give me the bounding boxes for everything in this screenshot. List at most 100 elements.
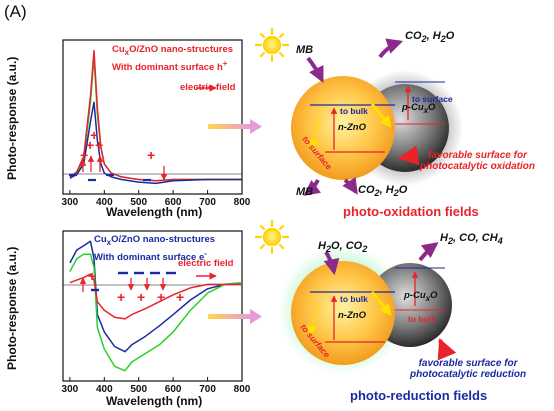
plus-marker: + bbox=[88, 268, 96, 284]
panel-label: (A) bbox=[4, 2, 27, 21]
reactant-in-arrow-icon bbox=[323, 250, 340, 276]
plus-marker: + bbox=[90, 127, 98, 143]
x-tick-label: 600 bbox=[165, 384, 182, 395]
formula-sub: 2 bbox=[325, 244, 332, 255]
to-surface-label: to surface bbox=[412, 94, 453, 104]
transfer-arrow-icon bbox=[370, 291, 392, 316]
mb-label: MB bbox=[296, 186, 314, 198]
sun-icon bbox=[254, 27, 290, 63]
chart-top-charge-markers: + + + + + bbox=[69, 84, 217, 182]
formula-part: , H bbox=[379, 184, 394, 196]
diagram-bottom bbox=[279, 242, 457, 374]
product-out-arrow-icon bbox=[378, 38, 404, 59]
favorable-line: favorable surface for bbox=[418, 358, 518, 369]
plus-marker: + bbox=[80, 147, 88, 163]
formula-sub: x bbox=[425, 293, 431, 303]
plus-marker: + bbox=[147, 147, 155, 163]
formula-part: H bbox=[440, 232, 448, 244]
x-tick-label: 700 bbox=[199, 197, 216, 208]
favorable-line: photocatalytic oxidation bbox=[420, 161, 536, 172]
zno-particle bbox=[291, 261, 395, 365]
plus-marker: + bbox=[117, 289, 125, 305]
chart-bottom-xlabel: Wavelength (nm) bbox=[106, 394, 203, 408]
formula-sub: 2 bbox=[362, 244, 368, 255]
favorable-arrow-icon bbox=[398, 145, 420, 166]
x-tick-label: 800 bbox=[234, 384, 251, 395]
chart-bottom-legend: CuxO/ZnO nano-structures With dominant s… bbox=[94, 234, 215, 263]
n-zno-label: n-ZnO bbox=[338, 310, 366, 321]
favorable-line: favorable surface for bbox=[428, 150, 527, 161]
plus-marker: + bbox=[86, 137, 94, 153]
gradient-arrow-icon bbox=[208, 119, 262, 134]
x-tick-label: 500 bbox=[130, 197, 147, 208]
x-tick-label: 700 bbox=[199, 384, 216, 395]
co2-h2o-label: CO2, H2O bbox=[405, 30, 454, 44]
gradient-arrow-icon bbox=[208, 309, 262, 324]
plus-marker: + bbox=[137, 289, 145, 305]
to-bulk-label: to bulk bbox=[340, 294, 368, 304]
sun-icon bbox=[254, 219, 290, 255]
formula-part: , CO, CH bbox=[453, 232, 498, 244]
chart-top-ylabel: Photo-response (a.u.) bbox=[5, 56, 19, 180]
legend-sub: x bbox=[106, 237, 112, 247]
x-tick-label: 300 bbox=[62, 197, 79, 208]
n-zno-label: n-ZnO bbox=[338, 122, 366, 133]
legend-line1: Cu bbox=[112, 44, 125, 55]
legend-sup: + bbox=[222, 58, 228, 68]
p-cuxo-label: p-CuxO bbox=[402, 102, 435, 115]
formula-sub: 2 bbox=[440, 34, 446, 45]
legend-line2: With dominant surface e bbox=[94, 252, 205, 264]
chart-top-series bbox=[69, 49, 242, 185]
co2-h2o-label: CO2, H2O bbox=[358, 184, 407, 198]
plus-marker: + bbox=[157, 289, 165, 305]
legend-line1-rest: O/ZnO nano-structures bbox=[111, 234, 216, 245]
chart-bottom: 300 400 500 600 700 800 + bbox=[62, 230, 251, 395]
series-line-2 bbox=[69, 273, 242, 320]
legend-line2: With dominant surface h bbox=[112, 62, 223, 74]
series-line-2 bbox=[69, 101, 242, 185]
formula-part: CO bbox=[405, 30, 422, 42]
products-label: H2, CO, CH4 bbox=[440, 232, 503, 246]
to-bulk-label: to bulk bbox=[408, 314, 436, 324]
plus-marker: + bbox=[95, 137, 103, 153]
electric-field-label: electric field bbox=[178, 258, 234, 269]
to-bulk-label: to bulk bbox=[340, 106, 368, 116]
formula-part: O bbox=[398, 184, 408, 196]
p-cuxo-label: p-CuxO bbox=[404, 290, 437, 303]
chart-bottom-charge-markers: + + + + + bbox=[79, 268, 217, 305]
formula-part: O bbox=[445, 30, 455, 42]
chart-top-legend: CuxO/ZnO nano-structures With dominant s… bbox=[112, 44, 233, 73]
chart-bottom-ticks: 300 400 500 600 700 800 bbox=[62, 377, 251, 395]
formula-part: , H bbox=[426, 30, 441, 42]
series-line-1 bbox=[69, 253, 243, 372]
formula-sub: 2 bbox=[447, 236, 454, 247]
formula-part: CO bbox=[358, 184, 375, 196]
electric-field-label: electric field bbox=[180, 82, 236, 93]
x-tick-label: 400 bbox=[96, 384, 113, 395]
x-tick-label: 300 bbox=[62, 384, 79, 395]
transfer-arrow-icon bbox=[307, 304, 320, 336]
chart-top-ticks: 300 400 500 600 700 800 bbox=[62, 190, 251, 208]
chart-top: 300 400 500 600 700 800 + + + + + bbox=[62, 39, 251, 208]
formula-sub: 2 bbox=[393, 188, 399, 199]
x-tick-label: 400 bbox=[96, 197, 113, 208]
chart-bottom-series bbox=[69, 240, 243, 372]
chart-top-xlabel: Wavelength (nm) bbox=[106, 205, 203, 219]
x-tick-label: 800 bbox=[234, 197, 251, 208]
photo-oxidation-caption: photo-oxidation fields bbox=[343, 204, 479, 219]
formula-sub: 2 bbox=[374, 188, 380, 199]
favorable-reduction-label: favorable surface for photocatalytic red… bbox=[410, 358, 526, 380]
x-tick-label: 600 bbox=[165, 197, 182, 208]
diagram-top bbox=[291, 38, 463, 196]
legend-line1-rest: O/ZnO nano-structures bbox=[129, 44, 234, 55]
formula-part: p-Cu bbox=[402, 102, 424, 113]
product-out-arrow-icon bbox=[342, 176, 358, 195]
formula-part: O bbox=[430, 290, 438, 301]
formula-part: O, CO bbox=[331, 240, 363, 252]
formula-part: p-Cu bbox=[404, 290, 426, 301]
series-line-1 bbox=[69, 49, 242, 182]
legend-sub: x bbox=[124, 47, 130, 57]
formula-part: O bbox=[428, 102, 436, 113]
formula-sub: x bbox=[423, 105, 429, 115]
